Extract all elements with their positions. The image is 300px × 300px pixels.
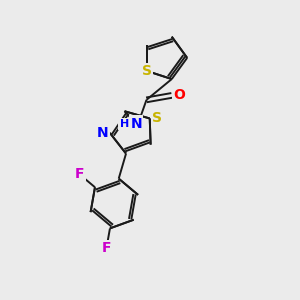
- Text: F: F: [102, 241, 111, 255]
- Text: O: O: [173, 88, 185, 102]
- Text: H: H: [120, 118, 129, 129]
- Text: F: F: [75, 167, 85, 182]
- Text: S: S: [142, 64, 152, 78]
- Text: N: N: [130, 117, 142, 130]
- Text: S: S: [152, 111, 162, 125]
- Text: N: N: [97, 126, 108, 140]
